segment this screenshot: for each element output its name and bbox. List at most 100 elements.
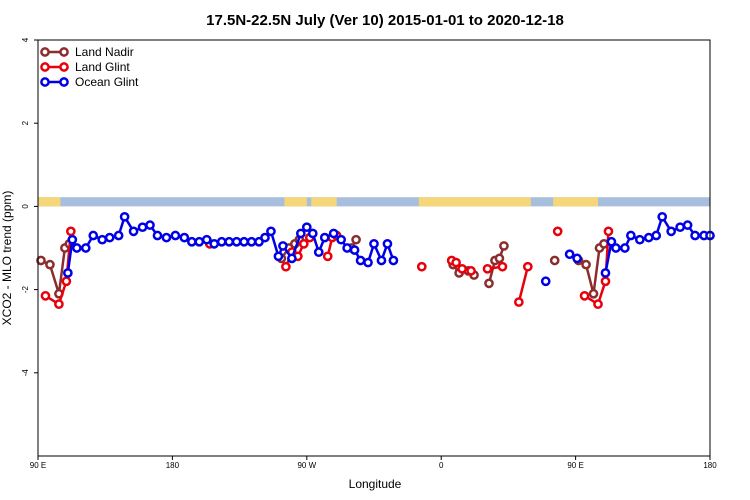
data-point	[564, 249, 575, 260]
data-point	[61, 276, 72, 287]
data-point	[152, 230, 163, 241]
data-point	[342, 243, 352, 253]
data-point	[278, 241, 288, 251]
data-point	[376, 255, 387, 266]
data-point	[416, 261, 427, 272]
y-axis-label: XCO2 - MLO trend (ppm)	[0, 191, 14, 326]
data-point	[266, 226, 276, 237]
y-tick-label: 4	[21, 37, 30, 42]
data-point	[588, 288, 599, 299]
data-point	[67, 234, 78, 245]
data-point	[301, 222, 312, 233]
data-point	[382, 238, 393, 249]
legend-label: Land Nadir	[75, 45, 134, 59]
data-point	[216, 236, 227, 247]
land-strip-3	[418, 197, 531, 207]
data-point	[40, 290, 51, 301]
data-point	[97, 234, 108, 245]
series-line	[517, 266, 530, 303]
data-point	[104, 232, 115, 243]
data-point	[349, 245, 360, 255]
data-point	[194, 236, 205, 247]
series-line	[604, 215, 710, 274]
data-point	[239, 236, 249, 247]
data-point	[572, 253, 582, 264]
data-point	[224, 236, 234, 247]
data-point	[186, 236, 197, 247]
legend-marker	[59, 62, 69, 72]
data-point	[319, 232, 330, 243]
data-point	[497, 261, 508, 272]
data-point	[499, 241, 509, 251]
x-tick-label: 0	[439, 461, 444, 470]
data-point	[322, 251, 333, 262]
x-tick-label: 90 W	[297, 461, 316, 470]
data-point	[328, 228, 339, 239]
land-strip-1	[284, 197, 307, 207]
data-point	[128, 226, 139, 237]
data-point	[620, 243, 630, 253]
legend-label: Land Glint	[75, 60, 130, 74]
data-point	[675, 222, 685, 233]
data-point	[63, 268, 73, 278]
data-point	[484, 278, 494, 289]
legend-marker	[40, 77, 50, 87]
data-point	[336, 234, 346, 245]
data-point	[494, 253, 505, 264]
data-point	[451, 257, 461, 268]
data-point	[540, 276, 551, 287]
data-point	[88, 230, 99, 241]
data-point	[313, 247, 324, 258]
data-point	[295, 228, 306, 239]
data-point	[363, 257, 373, 268]
x-tick-label: 90 E	[567, 461, 583, 470]
data-point	[170, 230, 181, 241]
data-point	[273, 251, 284, 262]
legend-label: Ocean Glint	[75, 75, 139, 89]
data-point	[643, 232, 654, 243]
data-point	[549, 255, 560, 266]
data-point	[260, 232, 270, 243]
legend-marker	[40, 47, 50, 57]
data-point	[369, 238, 379, 249]
legend-marker	[59, 77, 69, 87]
x-tick-label: 180	[166, 461, 180, 470]
data-point	[682, 220, 693, 230]
data-point	[281, 261, 291, 272]
data-point	[606, 236, 617, 247]
data-point	[113, 230, 124, 241]
data-point	[355, 255, 366, 266]
data-point	[119, 211, 130, 222]
data-point	[137, 222, 148, 233]
legend-marker	[40, 62, 50, 72]
data-point	[603, 226, 614, 237]
data-point	[690, 230, 700, 241]
data-point	[145, 220, 155, 230]
data-point	[666, 226, 677, 237]
data-point	[457, 263, 467, 274]
data-point	[600, 268, 611, 278]
data-point	[522, 261, 533, 272]
data-point	[651, 230, 662, 241]
x-tick-label: 90 E	[30, 461, 46, 470]
data-point	[351, 234, 361, 245]
data-point	[80, 243, 91, 253]
data-point	[246, 236, 257, 247]
data-point	[581, 259, 591, 270]
series-ocean-glint	[63, 211, 715, 287]
data-point	[466, 266, 476, 276]
x-axis-label: Longitude	[349, 477, 402, 491]
data-point	[209, 238, 220, 249]
data-point	[657, 211, 668, 222]
series-layer	[36, 211, 715, 310]
data-point	[600, 276, 611, 287]
data-point	[611, 243, 621, 253]
chart-title: 17.5N-22.5N July (Ver 10) 2015-01-01 to …	[206, 12, 564, 29]
series-line	[583, 231, 610, 306]
x-tick-label: 180	[703, 461, 717, 470]
data-point	[54, 299, 64, 310]
data-point	[161, 232, 172, 243]
data-point	[287, 253, 297, 264]
